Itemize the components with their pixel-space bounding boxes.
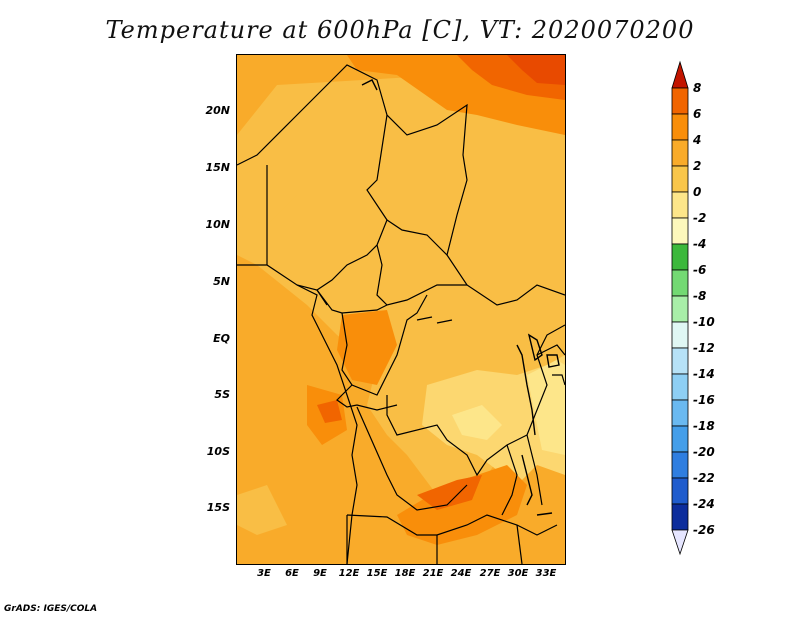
colorbar-swatch (671, 347, 689, 375)
field-band-6-8-south (417, 475, 482, 510)
colorbar-bottom-arrow (671, 529, 689, 556)
colorbar-tick-label: -4 (693, 237, 707, 251)
colorbar-tick-label: -14 (693, 367, 715, 381)
colorbar-tick-label: 6 (693, 107, 702, 121)
colorbar-tick-label: 4 (693, 133, 702, 147)
field-band-0-2-west (237, 485, 287, 535)
colorbar-swatch (671, 243, 689, 271)
colorbar-swatch (671, 503, 689, 531)
colorbar-swatch (671, 217, 689, 245)
lat-label-10s: 10S (206, 445, 230, 458)
colorbar-swatch (671, 139, 689, 167)
colorbar-swatch (671, 321, 689, 349)
colorbar-tick-label: -24 (693, 497, 715, 511)
lon-label-6e: 6E (285, 568, 299, 579)
lon-label-9e: 9E (313, 568, 327, 579)
colorbar-swatch (671, 451, 689, 479)
lat-label-5n: 5N (213, 275, 230, 288)
map-plot-area (236, 54, 566, 565)
lon-label-33e: 33E (535, 568, 557, 579)
colorbar-tick-label: 0 (693, 185, 702, 199)
lakes (361, 79, 560, 516)
colorbar-tick-label: -16 (693, 393, 715, 407)
colorbar-tick-label: -26 (693, 523, 715, 537)
lon-label-15e: 15E (366, 568, 388, 579)
temperature-field-map (237, 55, 565, 564)
colorbar-top-arrow (671, 60, 689, 89)
lat-label-20n: 20N (205, 104, 230, 117)
colorbar-tick-label: -22 (693, 471, 715, 485)
lat-label-eq: EQ (213, 332, 230, 345)
colorbar-tick-label: -2 (693, 211, 707, 225)
colorbar-tick-label: -12 (693, 341, 715, 355)
colorbar-tick-label: -8 (693, 289, 707, 303)
lon-label-27e: 27E (479, 568, 501, 579)
lon-label-30e: 30E (507, 568, 529, 579)
colorbar-tick-label: 8 (693, 81, 702, 95)
colorbar-swatch (671, 477, 689, 505)
colorbar (671, 60, 689, 556)
colorbar-swatch (671, 399, 689, 427)
lon-label-21e: 21E (422, 568, 444, 579)
lon-label-18e: 18E (394, 568, 416, 579)
lon-label-24e: 24E (450, 568, 472, 579)
grads-credit: GrADS: IGES/COLA (4, 604, 98, 614)
colorbar-swatch (671, 295, 689, 323)
lat-label-15n: 15N (205, 161, 230, 174)
field-band-6-8-sw (317, 400, 342, 423)
colorbar-tick-label: 2 (693, 159, 702, 173)
colorbar-tick-label: -18 (693, 419, 715, 433)
colorbar-tick-label: -6 (693, 263, 707, 277)
lat-label-15s: 15S (206, 501, 230, 514)
country-borders (237, 64, 565, 564)
field-band-minus2-east (527, 360, 565, 455)
colorbar-swatch (671, 191, 689, 219)
lat-label-5s: 5S (214, 388, 230, 401)
colorbar-tick-label: -10 (693, 315, 715, 329)
lon-label-3e: 3E (257, 568, 271, 579)
field-band-6-8-ne (507, 55, 565, 85)
lat-label-10n: 10N (205, 218, 230, 231)
field-band-4-6-central (337, 310, 397, 385)
lon-label-12e: 12E (338, 568, 360, 579)
field-band-minus4-minus2 (452, 405, 502, 440)
colorbar-swatch (671, 425, 689, 453)
page-title: Temperature at 600hPa [C], VT: 202007020… (105, 16, 695, 44)
colorbar-swatch (671, 269, 689, 297)
colorbar-swatch (671, 165, 689, 193)
colorbar-tick-label: -20 (693, 445, 715, 459)
colorbar-swatch (671, 373, 689, 401)
colorbar-swatch (671, 113, 689, 141)
field-band-4-6-south (397, 465, 527, 545)
colorbar-swatch (671, 87, 689, 115)
